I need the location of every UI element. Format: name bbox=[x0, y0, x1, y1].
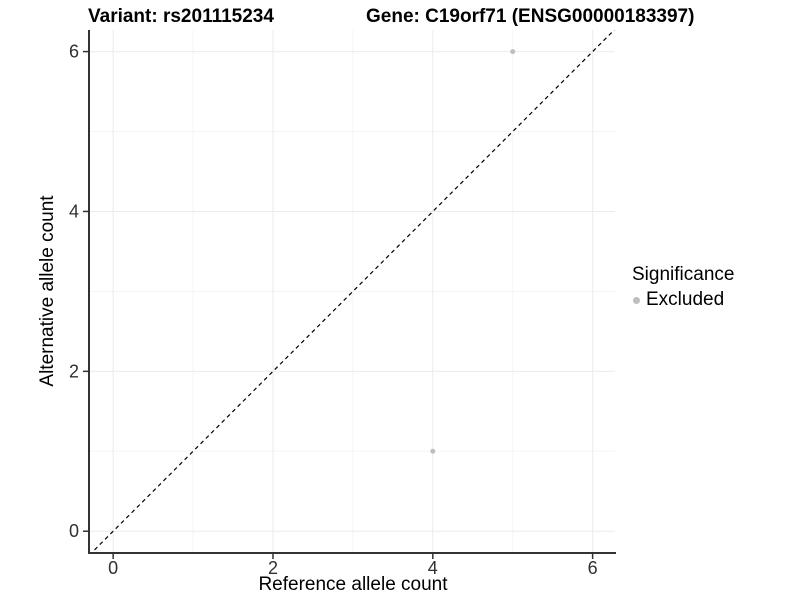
legend-item-excluded: Excluded bbox=[632, 289, 734, 311]
legend-item-label: Excluded bbox=[646, 289, 725, 310]
x-tick-label: 0 bbox=[108, 558, 118, 578]
x-tick-label: 2 bbox=[268, 558, 278, 578]
data-point bbox=[510, 49, 516, 55]
legend: Significance Excluded bbox=[632, 264, 734, 311]
plot-title-variant: Variant: rs201115234 bbox=[88, 6, 274, 27]
identity-dashed-line bbox=[90, 30, 616, 553]
y-tick-label: 4 bbox=[69, 201, 79, 221]
y-tick-label: 6 bbox=[69, 42, 79, 62]
excluded-dot-icon bbox=[633, 296, 640, 304]
legend-title: Significance bbox=[632, 264, 735, 285]
x-tick-label: 4 bbox=[428, 558, 438, 578]
plot-title-gene: Gene: C19orf71 (ENSG00000183397) bbox=[366, 6, 695, 27]
data-point bbox=[430, 448, 436, 454]
y-tick-label: 0 bbox=[69, 521, 79, 541]
x-tick-label: 6 bbox=[588, 558, 598, 578]
y-tick-label: 2 bbox=[69, 361, 79, 381]
y-axis-title: Alternative allele count bbox=[37, 195, 58, 387]
x-axis-title: Reference allele count bbox=[258, 574, 448, 595]
